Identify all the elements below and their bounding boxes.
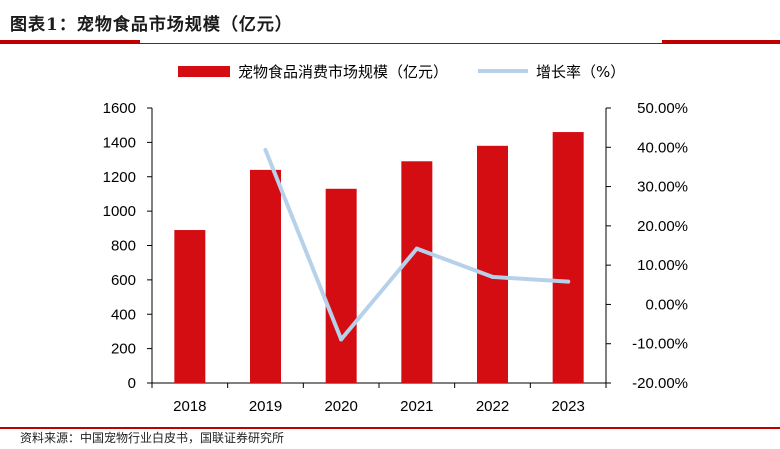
y-left-tick-label: 0 — [128, 375, 136, 392]
y-right-tick-label: -10.00% — [632, 336, 688, 353]
y-right-tick-label: 10.00% — [637, 257, 688, 274]
legend-label-line: 增长率（%） — [536, 63, 625, 81]
bar-2018 — [174, 230, 206, 383]
y-left-tick-label: 400 — [111, 306, 136, 323]
header: 图表1：宠物食品市场规模（亿元） — [0, 0, 780, 46]
bar-2021 — [401, 161, 433, 383]
header-accent-bar-right — [662, 40, 780, 44]
x-tick-label: 2021 — [400, 398, 433, 415]
bar-2023 — [552, 132, 584, 383]
y-left-tick-label: 800 — [111, 238, 136, 255]
growth-point-2019 — [263, 148, 268, 153]
y-right-tick-label: 30.00% — [637, 179, 688, 196]
growth-point-2023 — [566, 279, 571, 284]
bar-2020 — [325, 188, 357, 383]
y-left-tick-label: 1000 — [103, 203, 136, 220]
growth-point-2021 — [414, 246, 419, 251]
line-series — [263, 148, 571, 342]
y-left-tick-label: 1400 — [103, 134, 136, 151]
y-right-tick-label: 40.00% — [637, 139, 688, 156]
legend-swatch-bar — [178, 66, 230, 77]
footer-divider — [0, 427, 780, 429]
y-right-tick-label: 0.00% — [645, 296, 688, 313]
x-tick-label: 2018 — [173, 398, 206, 415]
x-tick-label: 2023 — [551, 398, 584, 415]
header-accent-bar — [0, 40, 140, 44]
header-divider — [0, 43, 780, 44]
legend: 宠物食品消费市场规模（亿元） 增长率（%） — [178, 63, 625, 81]
bar-series — [174, 132, 584, 383]
bar-2022 — [477, 145, 508, 383]
axes: 0 200 400 600 800 1000 1200 1400 1600 -20.00% -10.… — [103, 100, 688, 415]
x-tick-label: 2022 — [476, 398, 509, 415]
legend-label-bar: 宠物食品消费市场规模（亿元） — [238, 63, 448, 81]
y-left-tick-label: 1200 — [103, 169, 136, 186]
x-tick-label: 2020 — [324, 398, 357, 415]
x-tick-label: 2019 — [249, 398, 282, 415]
y-right-tick-label: -20.00% — [632, 375, 688, 392]
y-right-tick-label: 20.00% — [637, 218, 688, 235]
y-right-tick-label: 50.00% — [637, 100, 688, 117]
y-left-tick-label: 1600 — [103, 100, 136, 117]
figure-title: 图表1：宠物食品市场规模（亿元） — [10, 15, 293, 35]
source-note: 资料来源：中国宠物行业白皮书，国联证券研究所 — [20, 431, 285, 445]
growth-point-2020 — [339, 337, 344, 342]
growth-point-2022 — [490, 274, 495, 279]
bar-2019 — [250, 169, 281, 383]
y-left-tick-label: 200 — [111, 341, 136, 358]
y-left-tick-label: 600 — [111, 272, 136, 289]
